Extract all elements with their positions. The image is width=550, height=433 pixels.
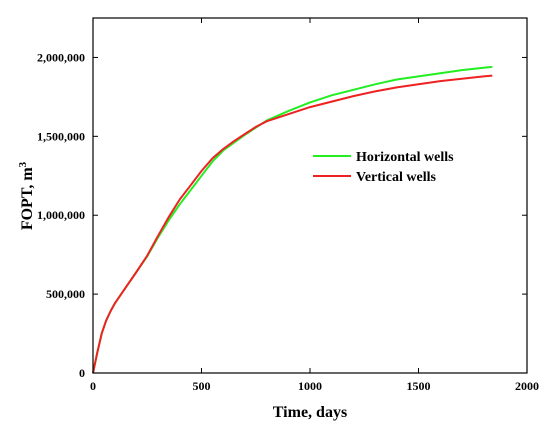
y-axis-title-main: FOPT, m bbox=[19, 167, 36, 230]
legend-label-vertical: Vertical wells bbox=[356, 170, 437, 185]
series-layer bbox=[92, 65, 493, 374]
x-tick-label: 2000 bbox=[515, 379, 539, 393]
y-tick-label: 500,000 bbox=[46, 287, 85, 301]
y-tick-label: 0 bbox=[79, 366, 85, 380]
y-tick-label: 2,000,000 bbox=[37, 50, 85, 64]
x-tick-label: 0 bbox=[90, 379, 96, 393]
x-tick-label: 1500 bbox=[407, 379, 431, 393]
legend: Horizontal wells Vertical wells bbox=[313, 150, 454, 185]
series-line-vertical-wells bbox=[92, 74, 493, 374]
y-axis-title: FOPT, m3 bbox=[17, 161, 36, 230]
y-tick-label: 1,500,000 bbox=[37, 129, 85, 143]
legend-label-horizontal: Horizontal wells bbox=[356, 150, 454, 165]
plot-frame bbox=[92, 17, 528, 374]
x-tick-label: 1000 bbox=[298, 379, 322, 393]
y-axis-title-superscript: 3 bbox=[17, 161, 29, 167]
x-axis-title: Time, days bbox=[273, 404, 347, 421]
y-tick-label: 1,000,000 bbox=[37, 208, 85, 222]
ticks-layer: 0 500 1000 1500 2000 0 500,000 1,000,000 1,500,0… bbox=[37, 18, 539, 393]
svg-text:FOPT, m3: FOPT, m3 bbox=[17, 161, 36, 230]
x-tick-label: 500 bbox=[193, 379, 211, 393]
